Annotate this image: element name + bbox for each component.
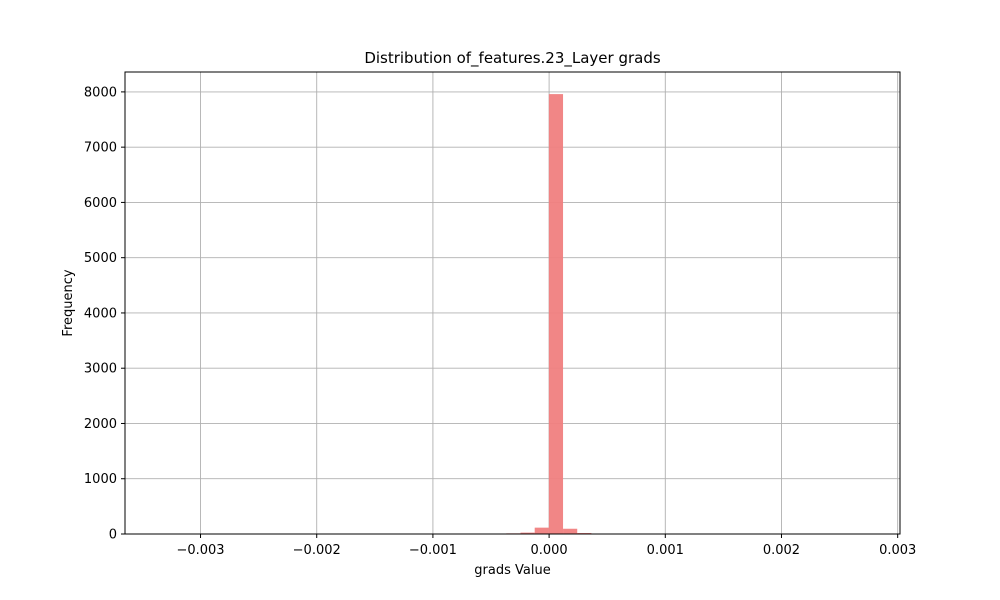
y-tick-label: 6000 <box>84 196 117 211</box>
y-tick-label: 7000 <box>84 141 117 156</box>
y-tick-label: 0 <box>109 528 117 543</box>
histogram-bar <box>520 532 535 534</box>
y-axis-label: Frequency <box>61 269 76 336</box>
x-tick-label: 0.003 <box>879 543 916 558</box>
bars-layer <box>492 94 606 535</box>
y-tick-label: 8000 <box>84 85 117 100</box>
x-tick-label: −0.002 <box>293 543 341 558</box>
x-axis-label: grads Value <box>474 563 550 578</box>
x-tick-label: 0.002 <box>763 543 800 558</box>
chart-title: Distribution of_features.23_Layer grads <box>364 49 661 68</box>
histogram-bar <box>548 94 564 535</box>
histogram-bar <box>534 527 549 534</box>
y-tick-label: 1000 <box>84 472 117 487</box>
plot-frame <box>124 71 901 535</box>
x-tick-label: −0.001 <box>409 543 457 558</box>
grid-layer <box>125 72 900 535</box>
y-tick-label: 5000 <box>84 251 117 266</box>
x-tick-label: 0.001 <box>647 543 684 558</box>
x-tick-label: 0.000 <box>530 543 567 558</box>
y-tick-label: 3000 <box>84 362 117 377</box>
y-tick-label: 2000 <box>84 417 117 432</box>
y-tick-label: 4000 <box>84 306 117 321</box>
x-tick-label: −0.003 <box>176 543 224 558</box>
ticks-layer: −0.003 −0.002 −0.001 0.000 0.001 0.002 0.003 0 1… <box>84 85 916 558</box>
histogram-bar <box>563 528 578 534</box>
